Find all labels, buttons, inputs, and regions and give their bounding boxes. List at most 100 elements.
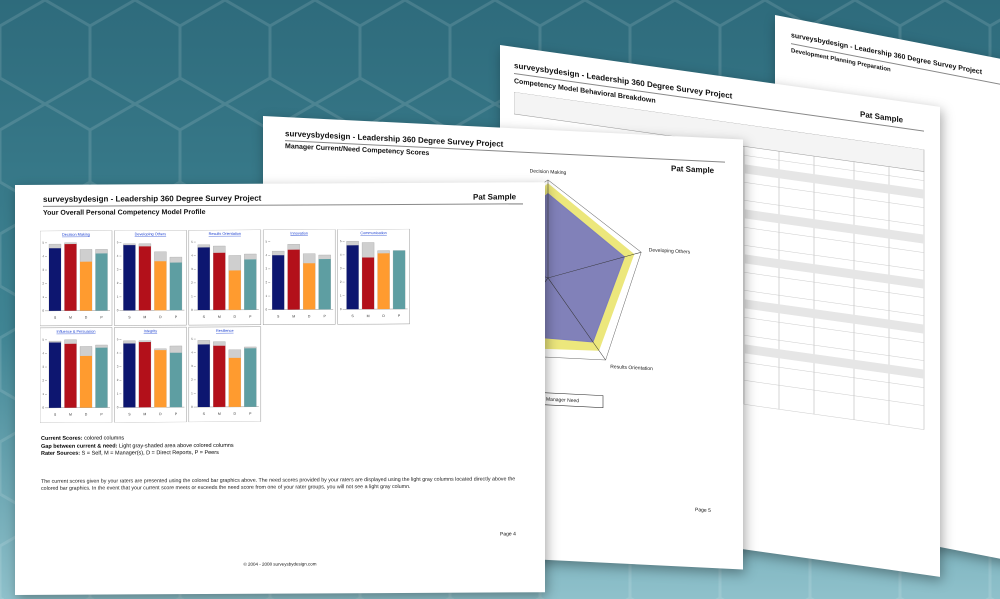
x-tick-label: D [85,413,88,417]
current-bar [154,261,167,311]
current-bar [138,246,151,311]
x-tick-label: P [100,412,103,416]
y-tick-label: 1 [191,294,193,298]
current-bar [244,348,257,407]
x-tick-label: D [159,315,162,319]
x-tick-label: M [367,314,370,318]
y-tick-label: 4 [42,351,44,355]
spoke [547,277,606,361]
y-tick-label: 2 [117,378,119,382]
page-title: Your Overall Personal Competency Model P… [43,209,206,217]
y-tick-label: 5 [42,241,44,245]
y-tick-label: 5 [117,240,119,244]
y-tick-label: 0 [191,405,193,409]
x-tick-label: M [218,412,221,416]
y-tick-label: 5 [340,239,342,243]
x-tick-label: P [249,315,252,319]
current-bar [228,270,241,310]
x-tick-label: S [128,412,131,416]
y-tick-label: 2 [266,280,268,284]
y-tick-label: 1 [117,392,119,396]
behavior-table [514,91,925,430]
current-bar [346,245,359,310]
current-bar [138,342,151,408]
y-tick-label: 2 [117,281,119,285]
note-row: Rater Sources: S = Self, M = Manager(s),… [41,450,234,459]
page-header: surveysbydesign - Leadership 360 Degree … [43,193,262,204]
current-bar [272,255,285,310]
chart-title: Communication [360,231,386,235]
rule [43,203,523,207]
y-tick-label: 5 [117,337,119,341]
person-name: Pat Sample [473,192,517,202]
y-tick-label: 2 [42,281,44,285]
x-tick-label: S [54,413,57,417]
copyright: © 2004 - 2008 surveysbydesign.com [243,561,317,567]
y-tick-label: 0 [117,308,119,312]
current-bar [228,357,241,407]
x-tick-label: M [218,315,221,319]
note-label: Gap between current & need: [41,442,118,450]
axis-label: Decision Making [530,168,567,176]
y-tick-label: 5 [42,338,44,342]
chart-title: Integrity [144,329,158,333]
y-tick-label: 4 [191,253,193,257]
y-tick-label: 0 [340,307,342,311]
y-tick-label: 0 [42,406,44,410]
x-tick-label: M [143,315,146,319]
current-bar [197,247,210,311]
x-tick-label: P [249,412,252,416]
y-tick-label: 1 [191,391,193,395]
current-bar [169,262,182,311]
current-bar [49,342,61,408]
mini-chart: Developing Others 0 1 2 3 4 5 S M D P [114,229,187,326]
current-bar [169,352,182,408]
x-tick-label: S [203,412,206,416]
y-tick-label: 3 [266,267,268,271]
legend-label: Manager Need [546,397,579,405]
chart-title: Developing Others [135,232,167,236]
current-bar [197,344,210,408]
x-tick-label: M [143,412,146,416]
note-text: Light gray-shaded area above colored col… [118,442,234,449]
current-bar [244,259,257,310]
x-tick-label: D [85,316,88,320]
y-tick-label: 0 [42,309,44,313]
y-tick-label: 3 [42,365,44,369]
x-tick-label: D [159,412,162,416]
y-tick-label: 3 [191,364,193,368]
x-tick-label: P [100,315,103,319]
current-bar [49,248,61,311]
y-tick-label: 1 [266,294,268,298]
chart-title: Resilience [216,329,234,333]
x-tick-label: D [308,314,311,318]
y-tick-label: 3 [117,267,119,271]
y-tick-label: 2 [42,378,44,382]
note-label: Current Scores: [41,435,83,442]
note-text: S = Self, M = Manager(s), D = Direct Rep… [81,449,219,457]
mini-chart: Influence & Persuasion 0 1 2 3 4 5 S M D P [40,327,113,423]
y-tick-label: 3 [42,268,44,272]
y-tick-label: 5 [191,337,193,341]
current-bar [64,244,77,311]
x-tick-label: S [351,314,354,318]
x-tick-label: D [382,314,385,318]
y-tick-label: 3 [340,266,342,270]
chart-title: Decision Making [62,233,90,237]
current-bar [123,245,136,311]
current-bar [64,343,77,408]
current-bar [318,259,331,310]
page-number: Page 5 [695,507,711,514]
x-tick-label: M [69,413,72,417]
note-text: colored columns [84,435,125,442]
y-tick-label: 1 [42,295,44,299]
current-bar [80,355,92,408]
x-tick-label: P [175,315,178,319]
chart-title: Influence & Persuasion [56,330,95,334]
mini-chart: Decision Making 0 1 2 3 4 5 S M D P [40,230,113,327]
note-label: Rater Sources: [41,450,81,457]
y-tick-label: 5 [191,240,193,244]
spoke [547,251,642,279]
y-tick-label: 0 [266,307,268,311]
